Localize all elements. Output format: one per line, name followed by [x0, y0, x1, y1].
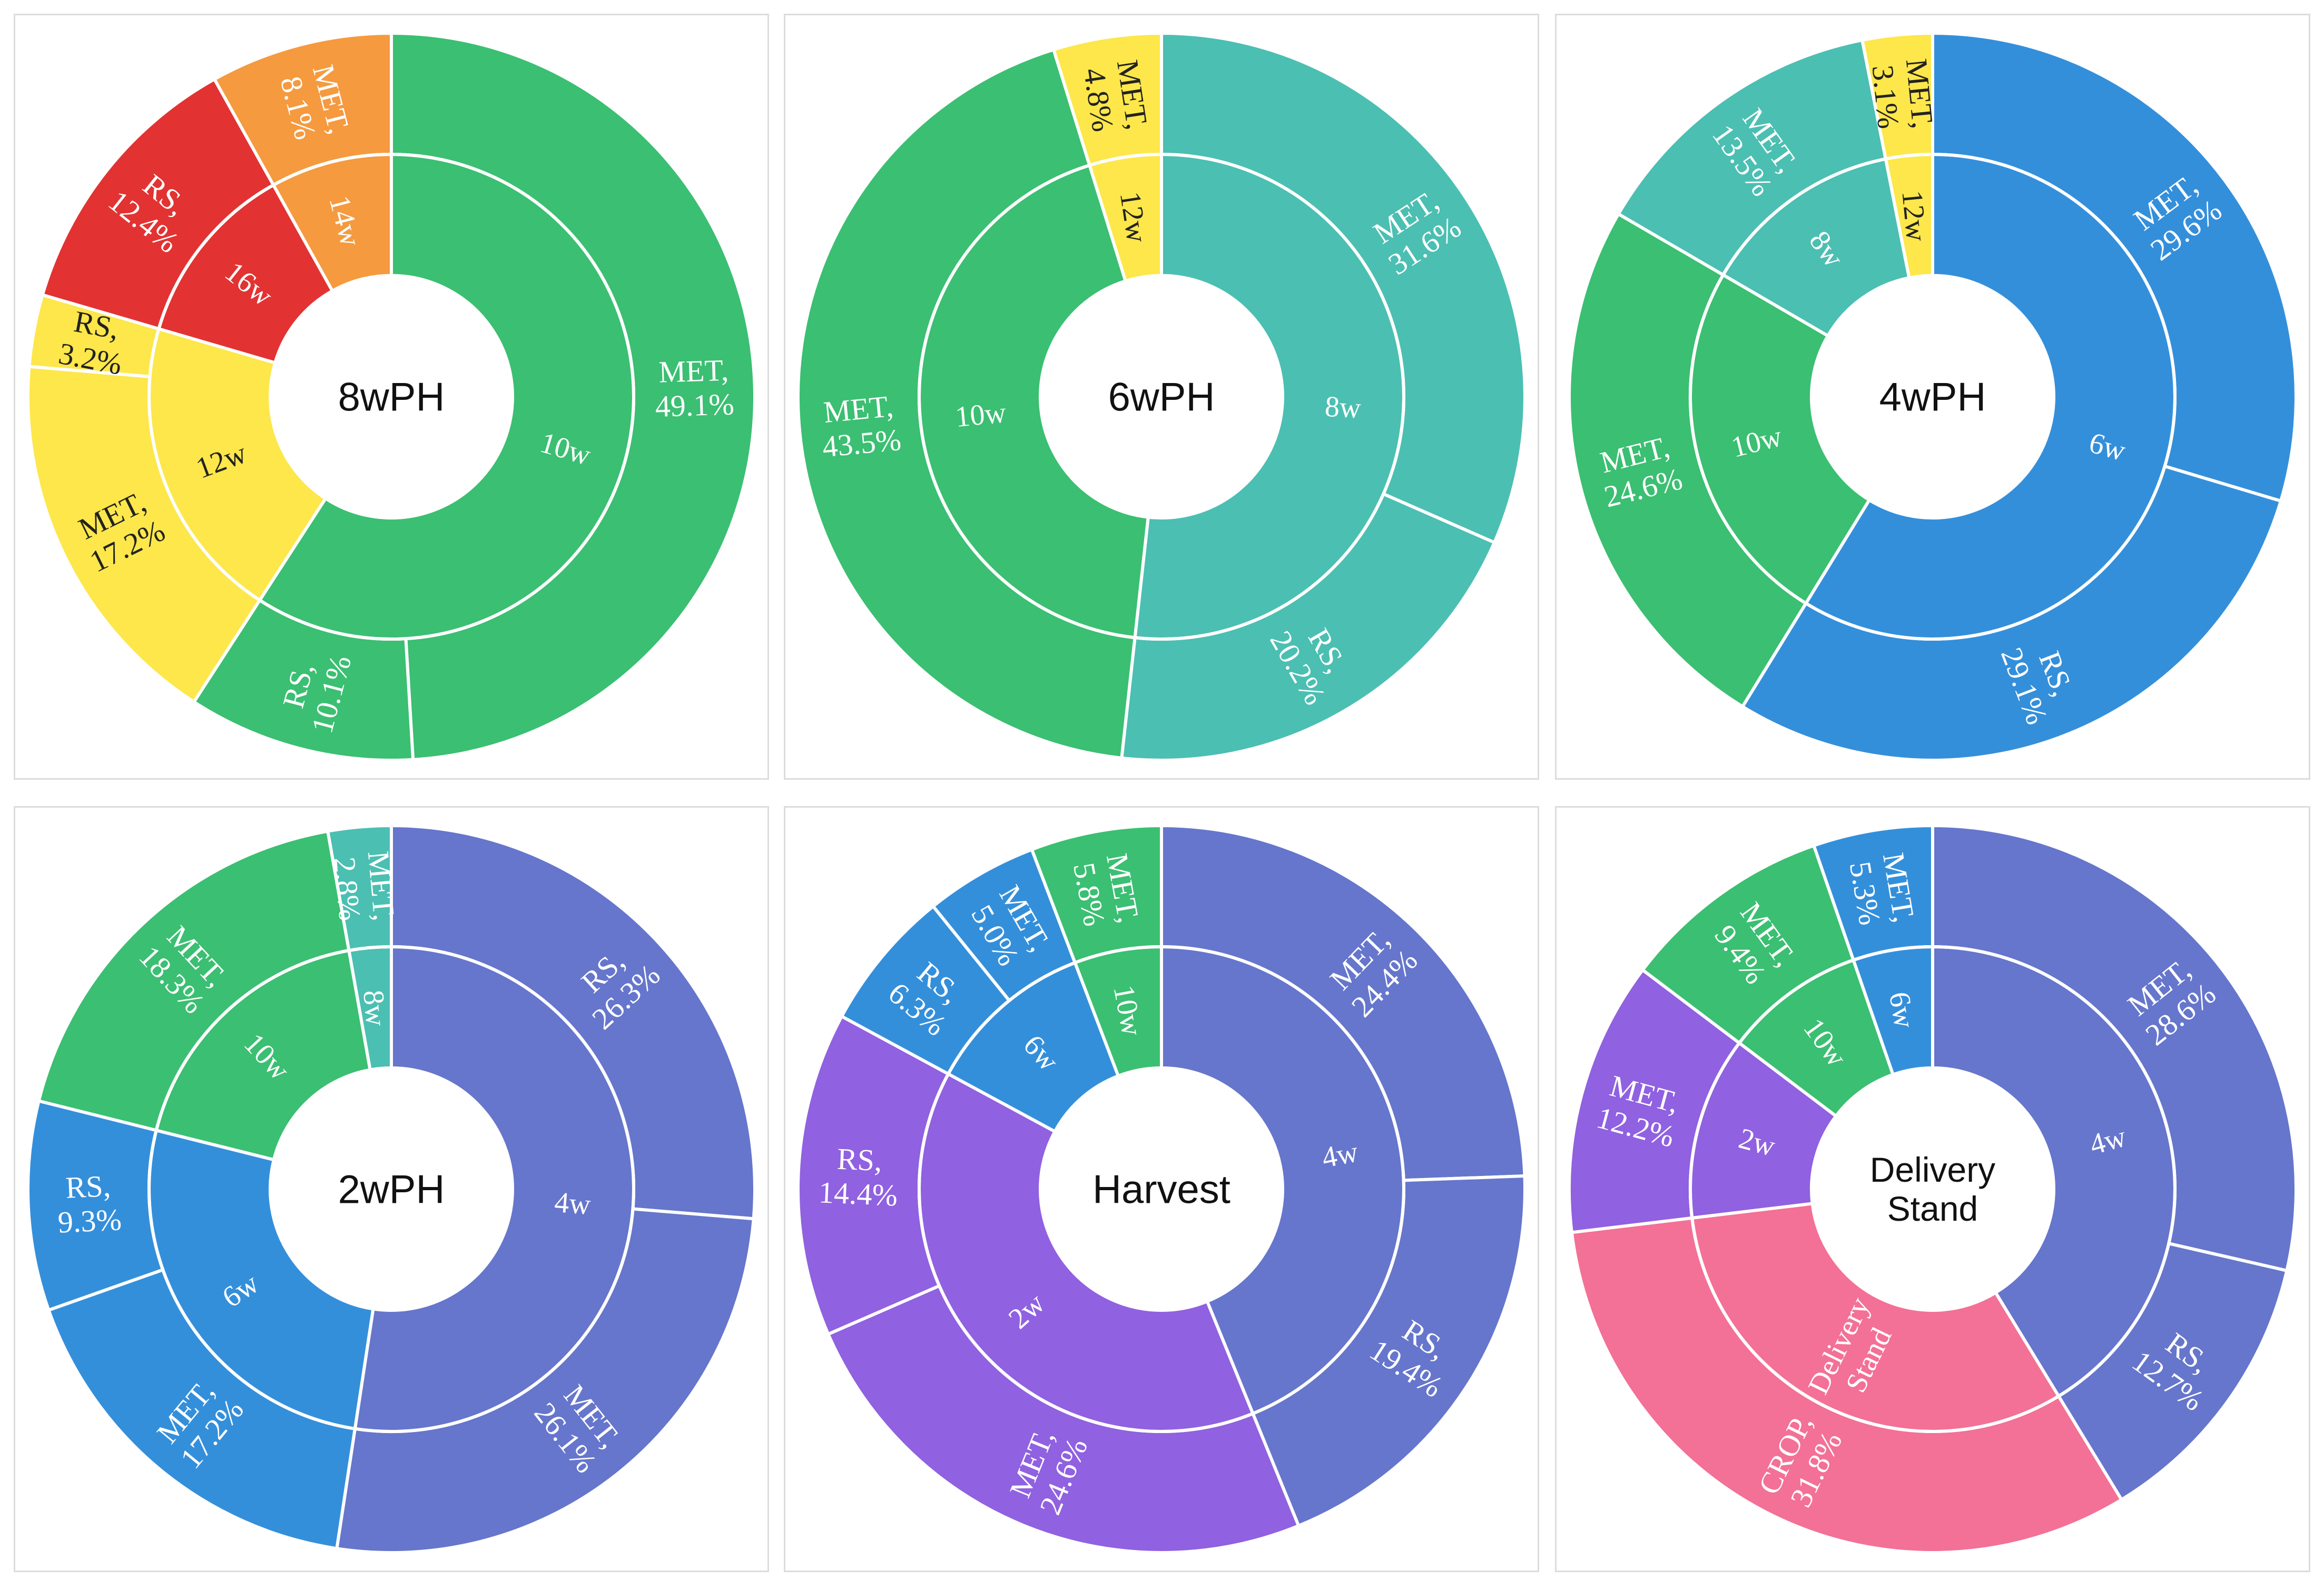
inner-label-12w: 12w: [1114, 190, 1154, 245]
chart-title: 2wPH: [338, 1168, 445, 1212]
outer-label-met-43-5: MET,43.5%: [818, 388, 903, 464]
sunburst-chart: MET,49.1%RS,10.1%MET,17.2%RS,3.2%RS,12.4…: [26, 31, 756, 762]
center-hole: [270, 276, 513, 518]
chart-panel-harvest: MET,24.4% RS,19.4% MET,24.6% RS,14.4% RS,6.3…: [784, 806, 1539, 1572]
sunburst-chart: MET,24.4%RS,19.4%MET,24.6%RS,14.4%RS,6.3…: [796, 823, 1527, 1554]
center-hole: [1811, 1068, 2054, 1310]
chart-panel-8wph: MET,49.1% RS,10.1% MET,17.2% RS,3.2% RS,12.4…: [14, 14, 769, 780]
chart-panel-4wph: MET,29.6% RS,29.1% MET,24.6% MET,13.5% MET,3…: [1555, 14, 2310, 780]
outer-label-met-5-3: MET,5.3%: [1843, 850, 1922, 930]
outer-label-rs-14-4: RS,14.4%: [818, 1141, 900, 1212]
chart-title: Harvest: [1092, 1168, 1230, 1212]
center-hole: [270, 1068, 513, 1310]
ring-separator: [147, 945, 635, 1433]
chart-title: 8wPH: [338, 375, 445, 420]
inner-label-10w: 10w: [954, 396, 1008, 434]
center-hole: [1040, 1068, 1283, 1310]
inner-label-8w: 8w: [1324, 390, 1362, 425]
chart-title: 4wPH: [1879, 375, 1986, 420]
outer-label-met-8-1: MET,8.1%: [273, 61, 357, 146]
inner-label-12w: 12w: [1895, 189, 1933, 243]
chart-title: Delivery Stand: [1870, 1150, 1995, 1228]
ring-separator: [918, 153, 1405, 641]
outer-label-met-49-1: MET,49.1%: [654, 352, 735, 423]
ring-separator: [1689, 945, 2177, 1433]
sunburst-chart: MET,31.6%RS,20.2%MET,43.5%MET,4.8%8w10w1…: [796, 31, 1527, 762]
chart-title: 6wPH: [1108, 375, 1215, 420]
outer-label-met-4-8: MET,4.8%: [1077, 57, 1155, 137]
outer-label-met-3-1: MET,3.1%: [1865, 57, 1940, 133]
sunburst-chart: MET,29.6%RS,29.1%MET,24.6%MET,13.5%MET,3…: [1568, 31, 2298, 762]
ring-separator: [1689, 153, 2177, 641]
outer-label-met-2-8: MET,2.8%: [327, 850, 401, 926]
chart-panel-6wph: MET,31.6% RS,20.2% MET,43.5% MET,4.8% 8w 10w 1…: [784, 14, 1539, 780]
outer-label-rs-9-3: RS,9.3%: [55, 1168, 122, 1240]
sunburst-chart: MET,28.6%RS,12.7%CROP,31.8%MET,12.2%MET,…: [1568, 823, 2298, 1554]
ring-separator: [918, 945, 1405, 1433]
inner-label-4w: 4w: [553, 1186, 592, 1221]
chart-panel-2wph: RS,26.3% MET,26.1% MET,17.2% RS,9.3% MET,18.…: [14, 806, 769, 1572]
chart-panel-delivery-stand: MET,28.6% RS,12.7% CROP,31.8% MET,12.2% MET,…: [1555, 806, 2310, 1572]
inner-label-4w: 4w: [1319, 1135, 1361, 1174]
center-hole: [1040, 276, 1283, 518]
inner-label-8w: 8w: [357, 989, 392, 1028]
sunburst-chart: RS,26.3%MET,26.1%MET,17.2%RS,9.3%MET,18.…: [26, 823, 756, 1554]
center-hole: [1811, 276, 2054, 518]
outer-label-met-24-6: MET,24.6%: [1592, 428, 1686, 514]
inner-label-6w: 6w: [1883, 989, 1921, 1031]
outer-label-met-5-8: MET,5.8%: [1066, 851, 1146, 932]
ring-separator: [147, 153, 635, 641]
